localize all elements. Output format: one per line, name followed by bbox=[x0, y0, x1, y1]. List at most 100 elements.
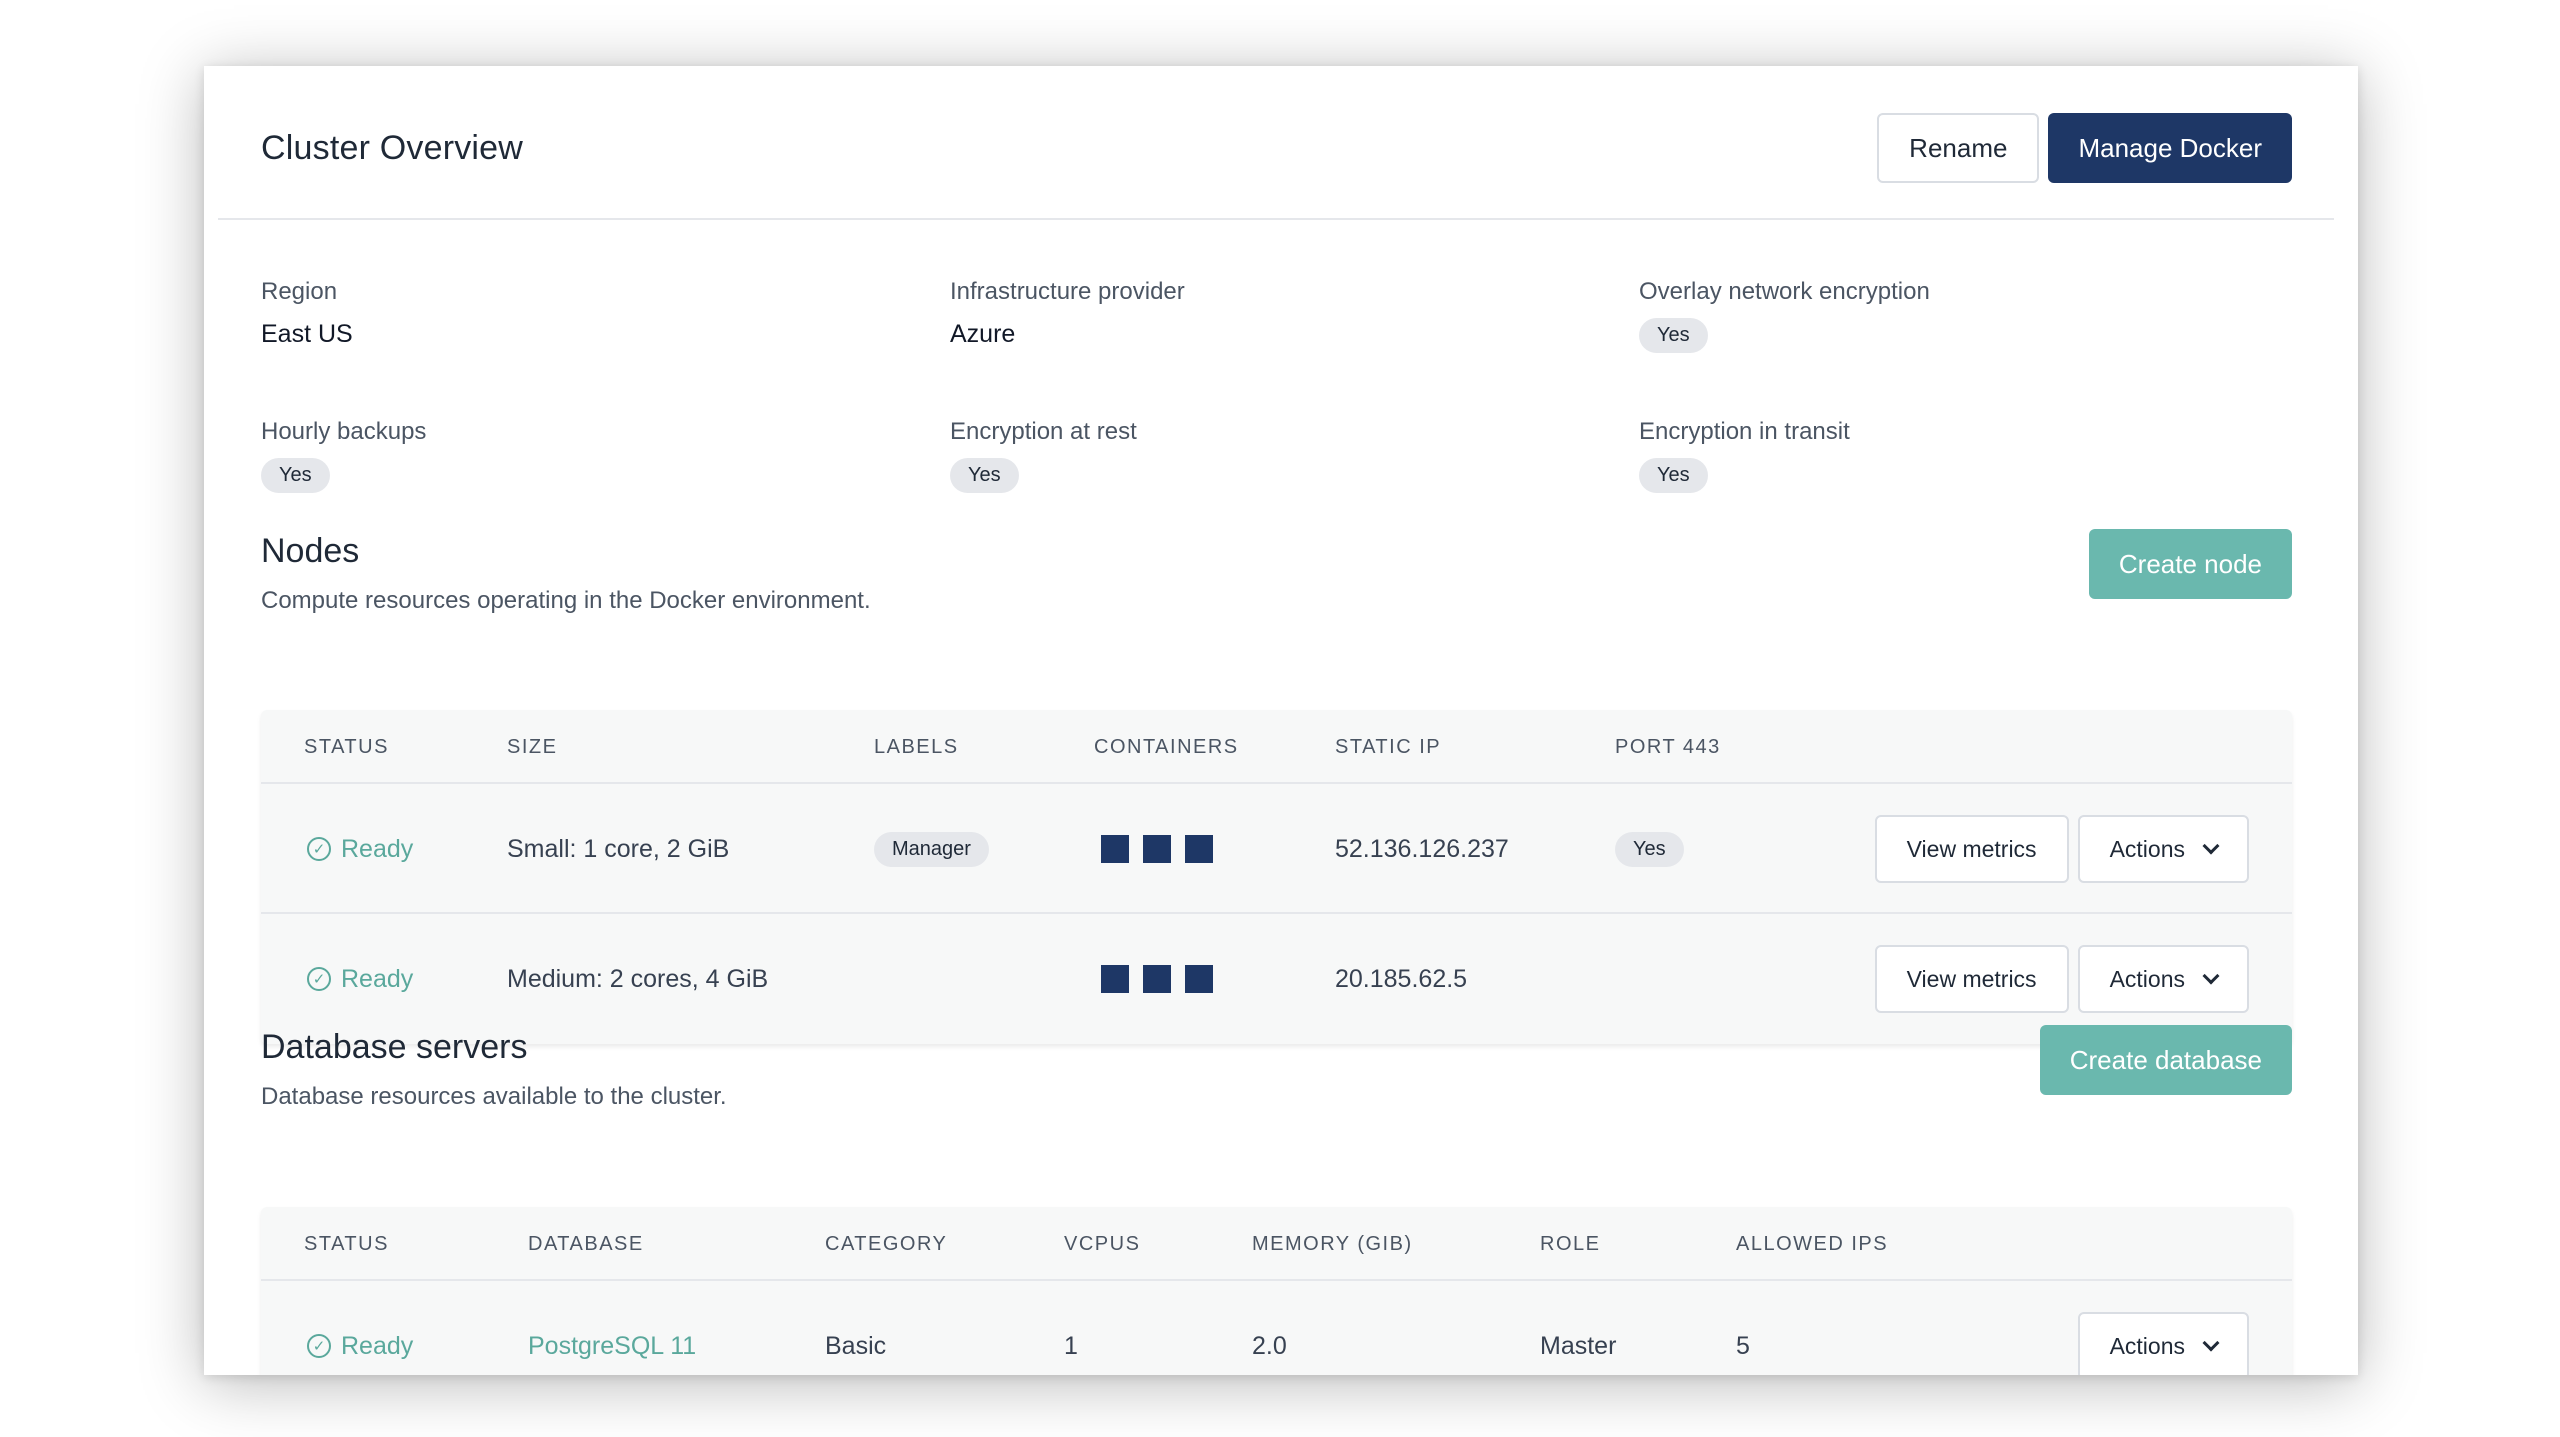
column-header: ROLE bbox=[1540, 1233, 1601, 1255]
status-badge: Yes bbox=[1639, 318, 1708, 353]
status-cell: ✓ Ready bbox=[307, 1281, 413, 1375]
containers-cell bbox=[1101, 784, 1213, 914]
cluster-overview-card: Cluster Overview Rename Manage Docker Re… bbox=[218, 78, 2334, 1375]
page-title: Cluster Overview bbox=[261, 128, 524, 167]
header-actions: Rename Manage Docker bbox=[1877, 113, 2292, 183]
table-row: ✓ Ready Medium: 2 cores, 4 GiB 20.185.62… bbox=[261, 914, 2292, 1044]
table-header: STATUS SIZE LABELS CONTAINERS STATIC IP … bbox=[261, 710, 2292, 784]
labels-cell: Manager bbox=[874, 784, 989, 914]
vcpus-cell: 1 bbox=[1064, 1331, 1078, 1360]
port443-cell: Yes bbox=[1615, 784, 1684, 914]
status-badge: Yes bbox=[950, 458, 1019, 493]
size-cell: Small: 1 core, 2 GiB bbox=[507, 834, 730, 863]
containers-cell bbox=[1101, 914, 1213, 1044]
status-badge: Yes bbox=[1639, 458, 1708, 493]
column-header: STATUS bbox=[304, 736, 389, 758]
create-node-button[interactable]: Create node bbox=[2088, 529, 2292, 599]
column-header: DATABASE bbox=[528, 1233, 644, 1255]
table-header: STATUS DATABASE CATEGORY VCPUS MEMORY (G… bbox=[261, 1207, 2292, 1281]
section-subtitle: Database resources available to the clus… bbox=[261, 1083, 727, 1110]
column-header: STATIC IP bbox=[1335, 736, 1442, 758]
status-text: Ready bbox=[341, 1331, 414, 1360]
status-text: Ready bbox=[341, 964, 414, 993]
size-cell: Medium: 2 cores, 4 GiB bbox=[507, 964, 769, 993]
table-row: ✓ Ready Small: 1 core, 2 GiB Manager 52.… bbox=[261, 784, 2292, 914]
container-icon bbox=[1185, 965, 1213, 993]
column-header: MEMORY (GIB) bbox=[1252, 1233, 1413, 1255]
info-encryption-in-transit: Encryption in transit Yes bbox=[1639, 418, 2239, 493]
column-header: LABELS bbox=[874, 736, 959, 758]
column-header: CONTAINERS bbox=[1094, 736, 1239, 758]
row-actions: View metrics Actions bbox=[1874, 784, 2249, 914]
container-icon bbox=[1101, 835, 1129, 863]
container-icon bbox=[1143, 835, 1171, 863]
category-cell: Basic bbox=[825, 1331, 887, 1360]
info-label: Hourly backups bbox=[261, 418, 427, 445]
nodes-table: STATUS SIZE LABELS CONTAINERS STATIC IP … bbox=[261, 710, 2292, 1044]
info-value: Azure bbox=[950, 320, 1016, 348]
container-icon bbox=[1143, 965, 1171, 993]
status-text: Ready bbox=[341, 834, 414, 863]
row-actions: Actions bbox=[2077, 1281, 2249, 1375]
card-header: Cluster Overview Rename Manage Docker bbox=[218, 78, 2334, 220]
column-header: VCPUS bbox=[1064, 1233, 1141, 1255]
column-header: STATUS bbox=[304, 1233, 389, 1255]
container-icon bbox=[1101, 965, 1129, 993]
memory-cell: 2.0 bbox=[1252, 1331, 1287, 1360]
chevron-down-icon bbox=[2202, 837, 2220, 855]
actions-label: Actions bbox=[2109, 835, 2185, 862]
check-circle-icon: ✓ bbox=[307, 837, 331, 861]
create-database-button[interactable]: Create database bbox=[2039, 1025, 2292, 1095]
check-circle-icon: ✓ bbox=[307, 967, 331, 991]
column-header: SIZE bbox=[507, 736, 558, 758]
node-label-badge: Manager bbox=[874, 831, 989, 867]
info-label: Infrastructure provider bbox=[950, 278, 1185, 305]
databases-heading: Database servers Database resources avai… bbox=[261, 1028, 727, 1111]
column-header: ALLOWED IPS bbox=[1736, 1233, 1889, 1255]
role-cell: Master bbox=[1540, 1331, 1617, 1360]
nodes-heading: Nodes Compute resources operating in the… bbox=[261, 532, 871, 615]
manage-docker-button[interactable]: Manage Docker bbox=[2048, 113, 2292, 183]
info-infrastructure-provider: Infrastructure provider Azure bbox=[950, 278, 1550, 349]
container-icon bbox=[1185, 835, 1213, 863]
chevron-down-icon bbox=[2202, 967, 2220, 985]
table-row: ✓ Ready PostgreSQL 11 Basic 1 2.0 Master… bbox=[261, 1281, 2292, 1375]
status-badge: Yes bbox=[1615, 831, 1684, 867]
databases-table: STATUS DATABASE CATEGORY VCPUS MEMORY (G… bbox=[261, 1207, 2292, 1375]
check-circle-icon: ✓ bbox=[307, 1334, 331, 1358]
info-label: Region bbox=[261, 278, 338, 305]
info-label: Encryption at rest bbox=[950, 418, 1137, 445]
database-link[interactable]: PostgreSQL 11 bbox=[528, 1331, 697, 1360]
rename-button[interactable]: Rename bbox=[1877, 113, 2040, 183]
info-region: Region East US bbox=[261, 278, 861, 349]
row-actions: View metrics Actions bbox=[1874, 914, 2249, 1044]
info-encryption-at-rest: Encryption at rest Yes bbox=[950, 418, 1550, 493]
static-ip-cell: 20.185.62.5 bbox=[1335, 964, 1468, 993]
actions-dropdown[interactable]: Actions bbox=[2077, 1312, 2249, 1375]
actions-dropdown[interactable]: Actions bbox=[2077, 815, 2249, 883]
section-subtitle: Compute resources operating in the Docke… bbox=[261, 587, 871, 614]
allowed-ips-cell: 5 bbox=[1736, 1331, 1750, 1360]
databases-section-header: Database servers Database resources avai… bbox=[261, 1025, 2292, 1111]
window-shadow-frame: Cluster Overview Rename Manage Docker Re… bbox=[204, 66, 2358, 1375]
info-label: Overlay network encryption bbox=[1639, 278, 1930, 305]
status-badge: Yes bbox=[261, 458, 330, 493]
info-value: East US bbox=[261, 320, 353, 348]
info-overlay-network-encryption: Overlay network encryption Yes bbox=[1639, 278, 2239, 353]
actions-dropdown[interactable]: Actions bbox=[2077, 945, 2249, 1013]
info-hourly-backups: Hourly backups Yes bbox=[261, 418, 861, 493]
status-cell: ✓ Ready bbox=[307, 914, 413, 1044]
view-metrics-button[interactable]: View metrics bbox=[1874, 815, 2069, 883]
section-title: Nodes bbox=[261, 532, 360, 570]
static-ip-cell: 52.136.126.237 bbox=[1335, 834, 1509, 863]
status-cell: ✓ Ready bbox=[307, 784, 413, 914]
chevron-down-icon bbox=[2202, 1334, 2220, 1352]
nodes-section-header: Nodes Compute resources operating in the… bbox=[261, 529, 2292, 615]
section-title: Database servers bbox=[261, 1028, 528, 1066]
column-header: CATEGORY bbox=[825, 1233, 948, 1255]
info-label: Encryption in transit bbox=[1639, 418, 1850, 445]
actions-label: Actions bbox=[2109, 965, 2185, 992]
actions-label: Actions bbox=[2109, 1332, 2185, 1359]
column-header: PORT 443 bbox=[1615, 736, 1721, 758]
view-metrics-button[interactable]: View metrics bbox=[1874, 945, 2069, 1013]
